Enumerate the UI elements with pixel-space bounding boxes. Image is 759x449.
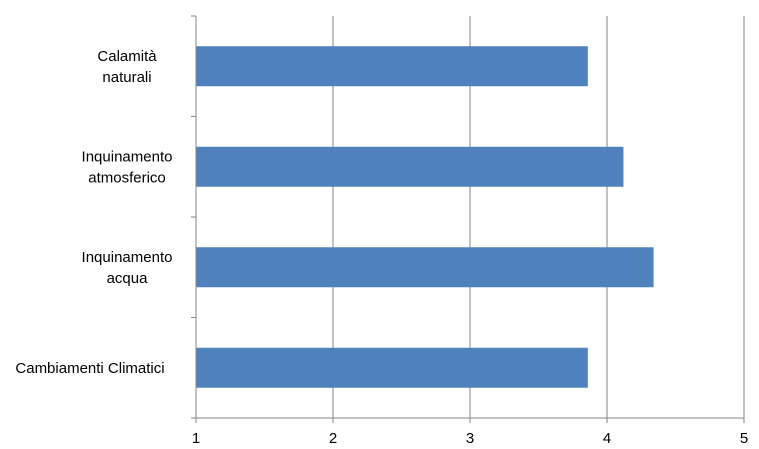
category-label-line: Calamità bbox=[97, 48, 157, 65]
bar bbox=[196, 247, 654, 288]
bar bbox=[196, 46, 588, 87]
category-label: Inquinamento atmosferico bbox=[82, 148, 173, 186]
x-tick-label: 4 bbox=[603, 430, 611, 447]
category-label-line: Cambiamenti Climatici bbox=[15, 360, 164, 377]
bar bbox=[196, 146, 624, 187]
bars bbox=[196, 46, 654, 388]
x-tick-label: 3 bbox=[466, 430, 474, 447]
category-label-line: Inquinamento bbox=[82, 249, 173, 266]
x-tick-labels: 1 2 3 4 5 bbox=[192, 430, 748, 447]
x-tick-label: 2 bbox=[329, 430, 337, 447]
x-tick-label: 1 bbox=[192, 430, 200, 447]
category-label-line: atmosferico bbox=[88, 169, 166, 186]
x-tick-label: 5 bbox=[740, 430, 748, 447]
category-label: Calamità naturali bbox=[97, 48, 157, 86]
bar bbox=[196, 347, 588, 388]
category-label-line: naturali bbox=[102, 69, 151, 86]
category-label-line: acqua bbox=[107, 270, 149, 287]
category-label-line: Inquinamento bbox=[82, 148, 173, 165]
category-label: Inquinamento acqua bbox=[82, 249, 173, 287]
axes bbox=[191, 15, 745, 423]
category-label: Cambiamenti Climatici bbox=[15, 360, 164, 377]
